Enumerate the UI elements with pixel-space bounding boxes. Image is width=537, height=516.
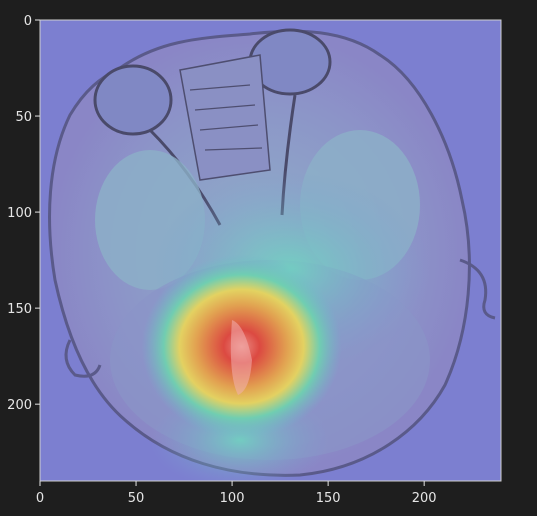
y-tick-label-1: 50 bbox=[15, 110, 32, 125]
x-tick-label-4: 200 bbox=[412, 491, 437, 506]
left-orbit bbox=[93, 64, 173, 136]
hotspot-core bbox=[230, 320, 252, 395]
x-tick-label-1: 50 bbox=[128, 491, 145, 506]
y-tick-label-4: 200 bbox=[7, 398, 32, 413]
heatmap-overlay bbox=[141, 170, 430, 481]
y-tick-label-2: 100 bbox=[7, 206, 32, 221]
plot-area bbox=[40, 20, 501, 481]
x-tick-label-0: 0 bbox=[36, 491, 44, 506]
y-tick-label-3: 150 bbox=[7, 302, 32, 317]
x-tick-label-2: 100 bbox=[220, 491, 245, 506]
x-axis: 0 50 100 150 200 bbox=[36, 481, 437, 506]
x-tick-label-3: 150 bbox=[316, 491, 341, 506]
y-tick-label-0: 0 bbox=[24, 14, 32, 29]
right-ear bbox=[459, 258, 496, 320]
plot-frame bbox=[39, 19, 502, 482]
left-ear bbox=[64, 339, 102, 378]
sinus-lines bbox=[189, 84, 263, 151]
y-axis: 0 50 100 150 200 bbox=[7, 14, 40, 413]
